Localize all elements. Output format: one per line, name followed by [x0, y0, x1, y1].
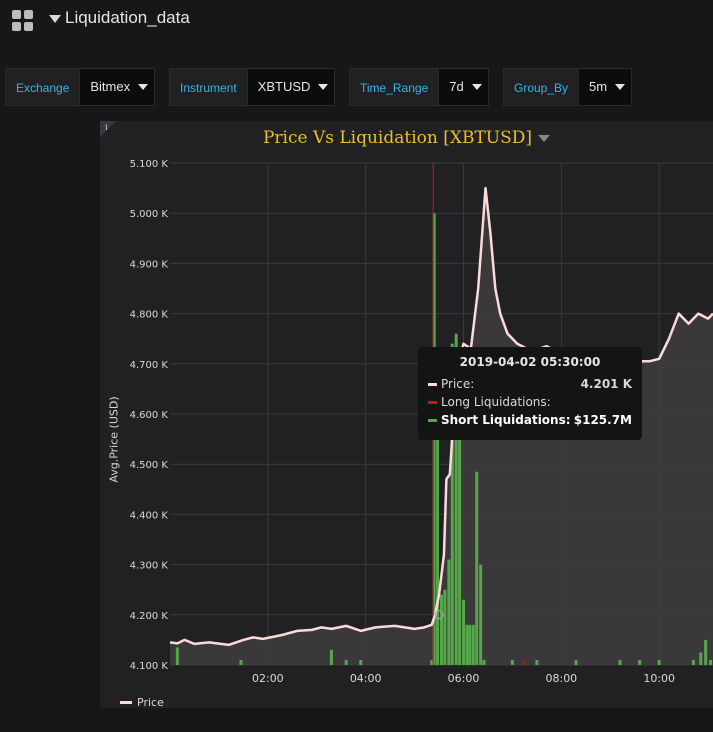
y-tick-label: 4.300 K — [130, 561, 169, 572]
short-liquidation-bar — [344, 659, 348, 665]
tooltip-series-name: Short Liquidations: — [441, 413, 571, 427]
tooltip-swatch — [428, 400, 437, 404]
x-tick-label: 10:00 — [643, 672, 675, 685]
hover-tooltip: 2019-04-02 05:30:00 Price: 4.201 K Long … — [418, 347, 642, 440]
info-icon[interactable]: i — [105, 123, 108, 132]
short-liquidation-bar — [462, 599, 466, 665]
y-tick-label: 4.400 K — [130, 510, 169, 521]
panel-title[interactable]: Price Vs Liquidation [XBTUSD] — [100, 128, 713, 148]
tooltip-series-name: Price: — [441, 377, 475, 391]
tooltip-row-short: Short Liquidations: $125.7M — [428, 411, 632, 429]
variable-group-by: Group_By 5m — [503, 68, 633, 106]
panel-title-text: Price Vs Liquidation [XBTUSD] — [262, 128, 533, 148]
short-liquidation-bar — [450, 343, 454, 665]
short-liquidation-bar — [443, 589, 447, 665]
variable-label: Instrument — [169, 68, 247, 106]
grid-icon[interactable] — [12, 10, 34, 32]
variable-label: Time_Range — [349, 68, 439, 106]
legend: Price — [120, 696, 164, 709]
variable-dropdown-group-by[interactable]: 5m — [578, 68, 633, 106]
short-liquidation-bar — [436, 373, 440, 665]
short-liquidation-bar — [329, 649, 333, 665]
variable-dropdown-exchange[interactable]: Bitmex — [79, 68, 156, 106]
x-tick-label: 08:00 — [545, 672, 577, 685]
tooltip-series-value: 4.201 K — [580, 377, 632, 391]
tooltip-series-name: Long Liquidations: — [441, 395, 551, 409]
short-liquidation-bar — [440, 594, 443, 665]
variable-dropdown-instrument[interactable]: XBTUSD — [246, 68, 336, 106]
long-liquidation-bar — [524, 659, 526, 665]
tooltip-swatch — [428, 418, 437, 422]
x-tick-label: 02:00 — [252, 672, 284, 685]
variable-time-range: Time_Range 7d — [349, 68, 489, 106]
short-liquidation-bar — [239, 659, 243, 665]
hover-point-marker — [434, 610, 444, 620]
variable-instrument: Instrument XBTUSD — [169, 68, 336, 106]
legend-swatch-price — [120, 701, 132, 704]
y-tick-label: 4.700 K — [130, 360, 169, 371]
short-liquidation-bar — [638, 659, 642, 665]
dashboard-title[interactable]: Liquidation_data — [65, 8, 190, 27]
short-liquidation-bar — [468, 624, 472, 665]
variable-value: 5m — [589, 79, 608, 94]
short-liquidation-bar — [471, 624, 475, 665]
y-tick-label: 4.200 K — [130, 611, 169, 622]
short-liquidation-bar — [479, 564, 483, 665]
y-tick-label: 4.500 K — [130, 460, 169, 471]
graph-panel: i Price Vs Liquidation [XBTUSD] 5.100 K 5… — [100, 121, 713, 709]
panel-info-corner[interactable] — [100, 121, 116, 137]
legend-item-price[interactable]: Price — [137, 696, 164, 709]
variable-label: Group_By — [503, 68, 579, 106]
short-liquidation-bar — [618, 659, 622, 665]
variable-exchange: Exchange Bitmex — [5, 68, 156, 106]
y-tick-label: 5.000 K — [130, 209, 169, 220]
tooltip-series-value: $125.7M — [573, 413, 632, 427]
short-liquidation-bar — [704, 639, 708, 665]
x-tick-label: 06:00 — [448, 672, 480, 685]
short-liquidation-bar — [510, 659, 514, 665]
variable-value: 7d — [449, 79, 464, 94]
y-tick-label: 4.600 K — [130, 410, 169, 421]
chevron-down-icon — [471, 84, 482, 90]
short-liquidation-bar — [691, 659, 695, 665]
y-tick-label: 4.900 K — [130, 259, 169, 270]
y-tick-label: 4.100 K — [130, 661, 169, 672]
chevron-down-icon — [615, 84, 626, 90]
short-liquidation-bar — [359, 659, 363, 665]
variable-value: Bitmex — [90, 79, 131, 94]
tooltip-time: 2019-04-02 05:30:00 — [459, 355, 601, 369]
short-liquidation-bar — [458, 353, 462, 665]
short-liquidation-bar — [574, 659, 578, 665]
short-liquidation-bar — [535, 659, 539, 665]
chevron-down-icon — [318, 84, 329, 90]
y-axis-label: Avg.Price (USD) — [107, 396, 121, 483]
short-liquidation-bar — [175, 647, 179, 665]
short-liquidation-bar — [709, 659, 713, 665]
y-tick-label: 5.100 K — [130, 159, 169, 170]
top-navbar: Liquidation_data — [0, 0, 713, 60]
variable-value: XBTUSD — [257, 79, 311, 94]
short-liquidation-bar — [465, 624, 469, 665]
chevron-down-icon — [138, 84, 149, 90]
tooltip-row-price: Price: 4.201 K — [428, 375, 632, 393]
short-liquidation-bar — [699, 652, 703, 665]
short-liquidation-bar — [447, 559, 451, 665]
y-tick-label: 4.800 K — [130, 310, 169, 321]
tooltip-swatch — [428, 382, 437, 386]
dashboard-picker-chevron-icon[interactable] — [49, 15, 61, 23]
short-liquidation-bar — [657, 659, 661, 665]
variable-label: Exchange — [5, 68, 80, 106]
variable-dropdown-time-range[interactable]: 7d — [438, 68, 489, 106]
short-liquidation-bar — [475, 471, 479, 665]
tooltip-row-long: Long Liquidations: — [428, 393, 632, 411]
short-liquidation-bar — [454, 333, 458, 665]
short-liquidation-bar — [482, 659, 486, 665]
price-area — [170, 188, 713, 665]
x-tick-label: 04:00 — [350, 672, 382, 685]
short-liquidation-bar — [430, 659, 434, 665]
chevron-down-icon — [538, 135, 551, 142]
